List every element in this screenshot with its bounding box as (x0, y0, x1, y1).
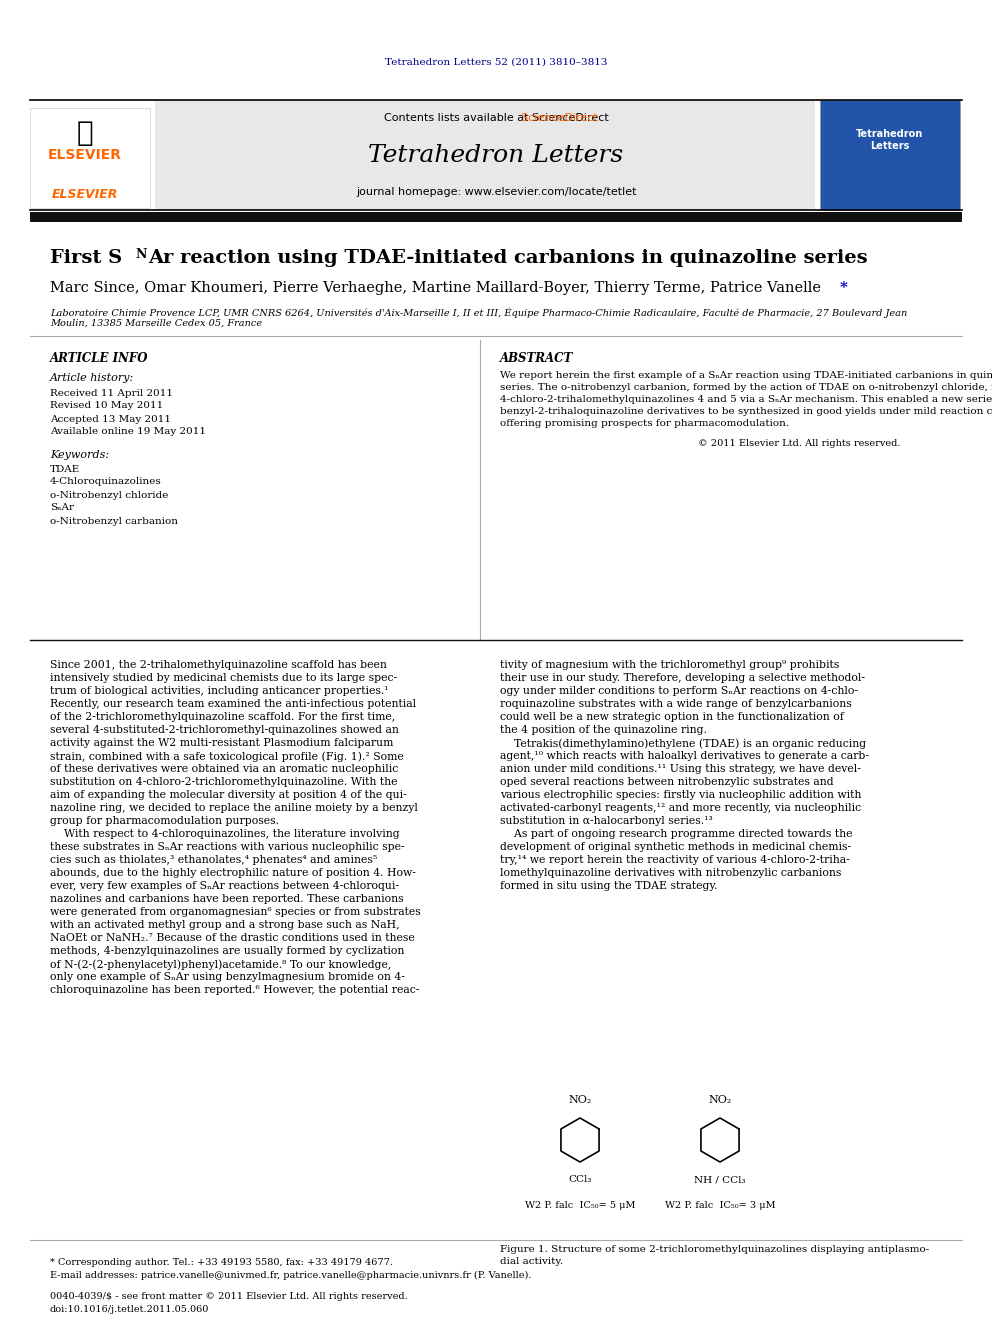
Text: First S: First S (50, 249, 122, 267)
Text: of N-(2-(2-phenylacetyl)phenyl)acetamide.⁸ To our knowledge,: of N-(2-(2-phenylacetyl)phenyl)acetamide… (50, 959, 392, 970)
FancyBboxPatch shape (495, 1065, 955, 1245)
Text: E-mail addresses: patrice.vanelle@univmed.fr, patrice.vanelle@pharmacie.univnrs.: E-mail addresses: patrice.vanelle@univme… (50, 1271, 532, 1281)
FancyBboxPatch shape (30, 212, 962, 222)
Text: nazolines and carbanions have been reported. These carbanions: nazolines and carbanions have been repor… (50, 894, 404, 904)
Text: ABSTRACT: ABSTRACT (500, 352, 573, 365)
Text: nazoline ring, we decided to replace the aniline moiety by a benzyl: nazoline ring, we decided to replace the… (50, 803, 418, 814)
Text: of these derivatives were obtained via an aromatic nucleophilic: of these derivatives were obtained via a… (50, 763, 398, 774)
Text: try,¹⁴ we report herein the reactivity of various 4-chloro-2-triha-: try,¹⁴ we report herein the reactivity o… (500, 855, 850, 865)
Text: Tetrahedron
Letters: Tetrahedron Letters (856, 130, 924, 151)
Text: of the 2-trichloromethylquinazoline scaffold. For the first time,: of the 2-trichloromethylquinazoline scaf… (50, 712, 395, 722)
Text: NO₂: NO₂ (708, 1095, 732, 1105)
Text: substitution in α-halocarbonyl series.¹³: substitution in α-halocarbonyl series.¹³ (500, 816, 712, 826)
Text: abounds, due to the highly electrophilic nature of position 4. How-: abounds, due to the highly electrophilic… (50, 868, 416, 878)
Text: Received 11 April 2011: Received 11 April 2011 (50, 389, 173, 397)
Text: strain, combined with a safe toxicological profile (Fig. 1).² Some: strain, combined with a safe toxicologic… (50, 751, 404, 762)
Text: several 4-substituted-2-trichloromethyl-quinazolines showed an: several 4-substituted-2-trichloromethyl-… (50, 725, 399, 736)
Text: cies such as thiolates,³ ethanolates,⁴ phenates⁴ and amines⁵: cies such as thiolates,³ ethanolates,⁴ p… (50, 855, 377, 865)
Text: NO₂: NO₂ (568, 1095, 591, 1105)
Text: dial activity.: dial activity. (500, 1257, 563, 1266)
Text: anion under mild conditions.¹¹ Using this strategy, we have devel-: anion under mild conditions.¹¹ Using thi… (500, 763, 861, 774)
Text: series. The o-nitrobenzyl carbanion, formed by the action of TDAE on o-nitrobenz: series. The o-nitrobenzyl carbanion, for… (500, 382, 992, 392)
Text: ARTICLE INFO: ARTICLE INFO (50, 352, 149, 365)
Text: * Corresponding author. Tel.: +33 49193 5580, fax: +33 49179 4677.: * Corresponding author. Tel.: +33 49193 … (50, 1258, 393, 1267)
Text: tivity of magnesium with the trichloromethyl group⁹ prohibits: tivity of magnesium with the trichlorome… (500, 660, 839, 669)
Text: Recently, our research team examined the anti-infectious potential: Recently, our research team examined the… (50, 699, 416, 709)
Text: ogy under milder conditions to perform SₙAr reactions on 4-chlo-: ogy under milder conditions to perform S… (500, 687, 858, 696)
Text: NaOEt or NaNH₂.⁷ Because of the drastic conditions used in these: NaOEt or NaNH₂.⁷ Because of the drastic … (50, 933, 415, 943)
Text: intensively studied by medicinal chemists due to its large spec-: intensively studied by medicinal chemist… (50, 673, 397, 683)
Text: 0040-4039/$ - see front matter © 2011 Elsevier Ltd. All rights reserved.: 0040-4039/$ - see front matter © 2011 El… (50, 1293, 408, 1301)
Text: activity against the W2 multi-resistant Plasmodium falciparum: activity against the W2 multi-resistant … (50, 738, 394, 747)
Text: CCl₃: CCl₃ (568, 1176, 591, 1184)
Text: As part of ongoing research programme directed towards the: As part of ongoing research programme di… (500, 830, 852, 839)
Text: could well be a new strategic option in the functionalization of: could well be a new strategic option in … (500, 712, 844, 722)
Text: roquinazoline substrates with a wide range of benzylcarbanions: roquinazoline substrates with a wide ran… (500, 699, 852, 709)
FancyBboxPatch shape (30, 108, 150, 208)
Text: 4-Chloroquinazolines: 4-Chloroquinazolines (50, 478, 162, 487)
Text: Revised 10 May 2011: Revised 10 May 2011 (50, 401, 164, 410)
Text: methods, 4-benzylquinazolines are usually formed by cyclization: methods, 4-benzylquinazolines are usuall… (50, 946, 405, 957)
Text: journal homepage: www.elsevier.com/locate/tetlet: journal homepage: www.elsevier.com/locat… (356, 187, 636, 197)
Text: Accepted 13 May 2011: Accepted 13 May 2011 (50, 414, 171, 423)
Text: ever, very few examples of SₙAr reactions between 4-chloroqui-: ever, very few examples of SₙAr reaction… (50, 881, 399, 890)
Text: Available online 19 May 2011: Available online 19 May 2011 (50, 427, 206, 437)
Text: only one example of SₙAr using benzylmagnesium bromide on 4-: only one example of SₙAr using benzylmag… (50, 972, 405, 982)
Text: o-Nitrobenzyl carbanion: o-Nitrobenzyl carbanion (50, 516, 178, 525)
Text: Ar reaction using TDAE-initiated carbanions in quinazoline series: Ar reaction using TDAE-initiated carbani… (148, 249, 868, 267)
Text: benzyl-2-trihaloquinazoline derivatives to be synthesized in good yields under m: benzyl-2-trihaloquinazoline derivatives … (500, 406, 992, 415)
Text: were generated from organomagnesian⁶ species or from substrates: were generated from organomagnesian⁶ spe… (50, 908, 421, 917)
Text: Since 2001, the 2-trihalomethylquinazoline scaffold has been: Since 2001, the 2-trihalomethylquinazoli… (50, 660, 387, 669)
Text: substitution on 4-chloro-2-trichloromethylquinazoline. With the: substitution on 4-chloro-2-trichlorometh… (50, 777, 398, 787)
Text: offering promising prospects for pharmacomodulation.: offering promising prospects for pharmac… (500, 418, 789, 427)
Text: various electrophilic species: firstly via nucleophilic addition with: various electrophilic species: firstly v… (500, 790, 861, 800)
Text: group for pharmacomodulation purposes.: group for pharmacomodulation purposes. (50, 816, 279, 826)
Text: lomethylquinazoline derivatives with nitrobenzylic carbanions: lomethylquinazoline derivatives with nit… (500, 868, 841, 878)
Text: Tetrahedron Letters: Tetrahedron Letters (368, 143, 624, 167)
Text: *: * (840, 280, 848, 295)
Text: With respect to 4-chloroquinazolines, the literature involving: With respect to 4-chloroquinazolines, th… (50, 830, 400, 839)
Text: SₙAr: SₙAr (50, 504, 74, 512)
Text: Tetrahedron Letters 52 (2011) 3810–3813: Tetrahedron Letters 52 (2011) 3810–3813 (385, 57, 607, 66)
Text: Keywords:: Keywords: (50, 450, 109, 460)
Text: aim of expanding the molecular diversity at position 4 of the qui-: aim of expanding the molecular diversity… (50, 790, 407, 800)
Text: o-Nitrobenzyl chloride: o-Nitrobenzyl chloride (50, 491, 169, 500)
Text: agent,¹⁰ which reacts with haloalkyl derivatives to generate a carb-: agent,¹⁰ which reacts with haloalkyl der… (500, 751, 869, 761)
FancyBboxPatch shape (155, 101, 815, 210)
Text: the 4 position of the quinazoline ring.: the 4 position of the quinazoline ring. (500, 725, 707, 736)
Text: trum of biological activities, including anticancer properties.¹: trum of biological activities, including… (50, 687, 389, 696)
Text: Laboratoire Chimie Provence LCP, UMR CNRS 6264, Universités d'Aix-Marseille I, I: Laboratoire Chimie Provence LCP, UMR CNR… (50, 307, 908, 328)
Text: We report herein the first example of a SₙAr reaction using TDAE-initiated carba: We report herein the first example of a … (500, 370, 992, 380)
Text: © 2011 Elsevier Ltd. All rights reserved.: © 2011 Elsevier Ltd. All rights reserved… (697, 438, 900, 447)
Text: these substrates in SₙAr reactions with various nucleophilic spe-: these substrates in SₙAr reactions with … (50, 841, 405, 852)
Text: doi:10.1016/j.tetlet.2011.05.060: doi:10.1016/j.tetlet.2011.05.060 (50, 1304, 209, 1314)
Text: chloroquinazoline has been reported.⁶ However, the potential reac-: chloroquinazoline has been reported.⁶ Ho… (50, 986, 420, 995)
Text: NH / CCl₃: NH / CCl₃ (694, 1176, 746, 1184)
Text: N: N (135, 247, 147, 261)
Text: W2 P. falc  IC₅₀= 3 μM: W2 P. falc IC₅₀= 3 μM (665, 1200, 776, 1209)
Text: W2 P. falc  IC₅₀= 5 μM: W2 P. falc IC₅₀= 5 μM (525, 1200, 635, 1209)
Text: TDAE: TDAE (50, 464, 80, 474)
Text: oped several reactions between nitrobenzylic substrates and: oped several reactions between nitrobenz… (500, 777, 833, 787)
FancyBboxPatch shape (820, 101, 960, 210)
Text: Article history:: Article history: (50, 373, 134, 382)
Text: ELSEVIER: ELSEVIER (52, 188, 118, 201)
Text: formed in situ using the TDAE strategy.: formed in situ using the TDAE strategy. (500, 881, 717, 890)
Text: ScienceDirect: ScienceDirect (395, 112, 597, 123)
Text: ELSEVIER: ELSEVIER (48, 148, 122, 161)
Text: Contents lists available at ScienceDirect: Contents lists available at ScienceDirec… (384, 112, 608, 123)
Text: activated-carbonyl reagents,¹² and more recently, via nucleophilic: activated-carbonyl reagents,¹² and more … (500, 803, 861, 814)
Text: Marc Since, Omar Khoumeri, Pierre Verhaeghe, Martine Maillard-Boyer, Thierry Ter: Marc Since, Omar Khoumeri, Pierre Verhae… (50, 280, 825, 295)
Text: their use in our study. Therefore, developing a selective methodol-: their use in our study. Therefore, devel… (500, 673, 865, 683)
Text: Figure 1. Structure of some 2-trichloromethylquinazolines displaying antiplasmo-: Figure 1. Structure of some 2-trichlorom… (500, 1245, 930, 1254)
Text: with an activated methyl group and a strong base such as NaH,: with an activated methyl group and a str… (50, 919, 400, 930)
Text: 🌳: 🌳 (76, 119, 93, 147)
Text: 4-chloro-2-trihalomethylquinazolines 4 and 5 via a SₙAr mechanism. This enabled : 4-chloro-2-trihalomethylquinazolines 4 a… (500, 394, 992, 404)
Text: development of original synthetic methods in medicinal chemis-: development of original synthetic method… (500, 841, 851, 852)
Text: Tetrakis(dimethylamino)ethylene (TDAE) is an organic reducing: Tetrakis(dimethylamino)ethylene (TDAE) i… (500, 738, 866, 749)
